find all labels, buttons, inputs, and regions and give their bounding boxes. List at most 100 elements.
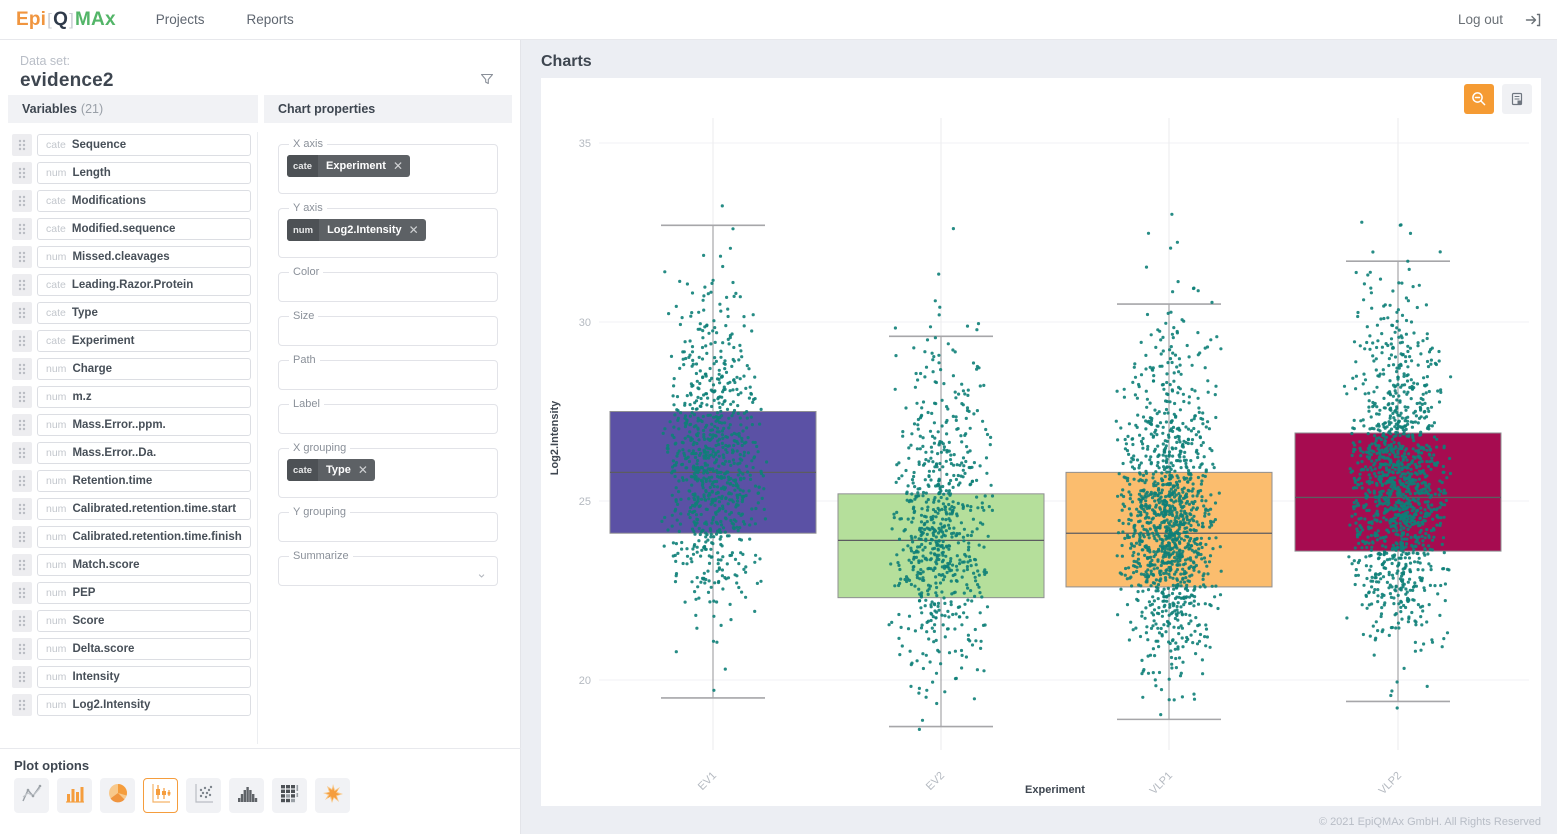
plot-option-histogram[interactable] [229, 778, 264, 813]
variable-type: num [46, 363, 67, 375]
variable-pill[interactable]: num Calibrated.retention.time.finish [37, 526, 251, 548]
field-summarize[interactable]: Summarize ⌄ [278, 550, 498, 586]
nav-link-projects[interactable]: Projects [155, 12, 205, 27]
variable-pill[interactable]: num Intensity [37, 666, 251, 688]
plot-option-pie-chart[interactable] [100, 778, 135, 813]
variable-item-Retention.time[interactable]: num Retention.time [12, 470, 251, 492]
variable-item-Intensity[interactable]: num Intensity [12, 666, 251, 688]
drag-handle-icon[interactable] [12, 470, 32, 492]
variable-item-Sequence[interactable]: cate Sequence [12, 134, 251, 156]
variable-item-Mass.Error..ppm.[interactable]: num Mass.Error..ppm. [12, 414, 251, 436]
variable-item-Calibrated.retention.time.finish[interactable]: num Calibrated.retention.time.finish [12, 526, 251, 548]
variable-pill[interactable]: num Charge [37, 358, 251, 380]
variable-pill[interactable]: num Delta.score [37, 638, 251, 660]
variable-pill[interactable]: num Missed.cleavages [37, 246, 251, 268]
logout-icon[interactable] [1525, 12, 1541, 28]
variable-pill[interactable]: num Calibrated.retention.time.start [37, 498, 251, 520]
drag-handle-icon[interactable] [12, 610, 32, 632]
drag-handle-icon[interactable] [12, 414, 32, 436]
field-size[interactable]: Size [278, 310, 498, 346]
drag-handle-icon[interactable] [12, 302, 32, 324]
variable-pill[interactable]: num Mass.Error..ppm. [37, 414, 251, 436]
field-x-axis[interactable]: X axis cate Experiment ✕ [278, 138, 498, 194]
variable-pill[interactable]: cate Modified.sequence [37, 218, 251, 240]
export-report-button[interactable] [1502, 84, 1532, 114]
plot-option-line-chart[interactable] [14, 778, 49, 813]
variable-item-Length[interactable]: num Length [12, 162, 251, 184]
field-label: Y grouping [289, 506, 351, 518]
variable-pill[interactable]: num Match.score [37, 554, 251, 576]
plot-option-starburst[interactable] [315, 778, 350, 813]
drag-handle-icon[interactable] [12, 386, 32, 408]
nav-link-reports[interactable]: Reports [246, 12, 294, 27]
variable-item-PEP[interactable]: num PEP [12, 582, 251, 604]
drag-handle-icon[interactable] [12, 694, 32, 716]
plot-option-box-plot-selected[interactable] [143, 778, 178, 813]
variable-item-Leading.Razor.Protein[interactable]: cate Leading.Razor.Protein [12, 274, 251, 296]
filter-icon[interactable] [478, 70, 498, 90]
chip-Experiment[interactable]: cate Experiment ✕ [287, 155, 410, 177]
variable-pill[interactable]: cate Modifications [37, 190, 251, 212]
variable-pill[interactable]: cate Experiment [37, 330, 251, 352]
chip-Type[interactable]: cate Type ✕ [287, 459, 375, 481]
drag-handle-icon[interactable] [12, 358, 32, 380]
drag-handle-icon[interactable] [12, 274, 32, 296]
variable-item-Experiment[interactable]: cate Experiment [12, 330, 251, 352]
variable-item-Log2.Intensity[interactable]: num Log2.Intensity [12, 694, 251, 716]
drag-handle-icon[interactable] [12, 498, 32, 520]
chip-remove-icon[interactable]: ✕ [392, 159, 403, 173]
variable-pill[interactable]: cate Leading.Razor.Protein [37, 274, 251, 296]
variable-pill[interactable]: cate Type [37, 302, 251, 324]
drag-handle-icon[interactable] [12, 218, 32, 240]
drag-handle-icon[interactable] [12, 246, 32, 268]
drag-handle-icon[interactable] [12, 162, 32, 184]
field-y-axis[interactable]: Y axis num Log2.Intensity ✕ [278, 202, 498, 258]
chip-remove-icon[interactable]: ✕ [408, 223, 419, 237]
drag-handle-icon[interactable] [12, 666, 32, 688]
zoom-reset-button[interactable] [1464, 84, 1494, 114]
variable-item-Delta.score[interactable]: num Delta.score [12, 638, 251, 660]
variable-item-Missed.cleavages[interactable]: num Missed.cleavages [12, 246, 251, 268]
chip-Log2.Intensity[interactable]: num Log2.Intensity ✕ [287, 219, 426, 241]
chevron-down-icon[interactable]: ⌄ [476, 565, 487, 581]
variable-pill[interactable]: num Length [37, 162, 251, 184]
variable-pill[interactable]: num Log2.Intensity [37, 694, 251, 716]
field-path[interactable]: Path [278, 354, 498, 390]
variable-pill[interactable]: cate Sequence [37, 134, 251, 156]
drag-handle-icon[interactable] [12, 554, 32, 576]
variable-item-Type[interactable]: cate Type [12, 302, 251, 324]
logout-button[interactable]: Log out [1457, 12, 1503, 27]
variable-pill[interactable]: num Retention.time [37, 470, 251, 492]
variable-item-Charge[interactable]: num Charge [12, 358, 251, 380]
variable-pill[interactable]: num Mass.Error..Da. [37, 442, 251, 464]
plot-option-bar-chart[interactable] [57, 778, 92, 813]
field-y-grouping[interactable]: Y grouping [278, 506, 498, 542]
field-label[interactable]: Label [278, 398, 498, 434]
plot-option-scatter-plot[interactable] [186, 778, 221, 813]
variable-item-m.z[interactable]: num m.z [12, 386, 251, 408]
chip-remove-icon[interactable]: ✕ [357, 463, 368, 477]
variable-item-Modifications[interactable]: cate Modifications [12, 190, 251, 212]
variable-item-Modified.sequence[interactable]: cate Modified.sequence [12, 218, 251, 240]
field-x-grouping[interactable]: X grouping cate Type ✕ [278, 442, 498, 498]
variable-item-Calibrated.retention.time.start[interactable]: num Calibrated.retention.time.start [12, 498, 251, 520]
boxplot-chart[interactable]: 20 25 30 35 EV1 EV2 VLP1 VLP2 Log2.Intensity Expe… [541, 78, 1541, 806]
variable-pill[interactable]: num Score [37, 610, 251, 632]
plot-option-heatmap[interactable] [272, 778, 307, 813]
drag-handle-icon[interactable] [12, 190, 32, 212]
drag-handle-icon[interactable] [12, 582, 32, 604]
variable-item-Score[interactable]: num Score [12, 610, 251, 632]
field-color[interactable]: Color [278, 266, 498, 302]
variable-name: Delta.score [72, 643, 135, 655]
drag-handle-icon[interactable] [12, 330, 32, 352]
variable-pill[interactable]: num PEP [37, 582, 251, 604]
drag-handle-icon[interactable] [12, 526, 32, 548]
drag-handle-icon[interactable] [12, 638, 32, 660]
app-logo[interactable]: Epi[Q] MAx [16, 9, 116, 31]
variable-item-Match.score[interactable]: num Match.score [12, 554, 251, 576]
drag-handle-icon[interactable] [12, 442, 32, 464]
variables-list[interactable]: cate Sequence num Length cate Modifications ca… [8, 132, 258, 744]
variable-item-Mass.Error..Da.[interactable]: num Mass.Error..Da. [12, 442, 251, 464]
variable-pill[interactable]: num m.z [37, 386, 251, 408]
drag-handle-icon[interactable] [12, 134, 32, 156]
